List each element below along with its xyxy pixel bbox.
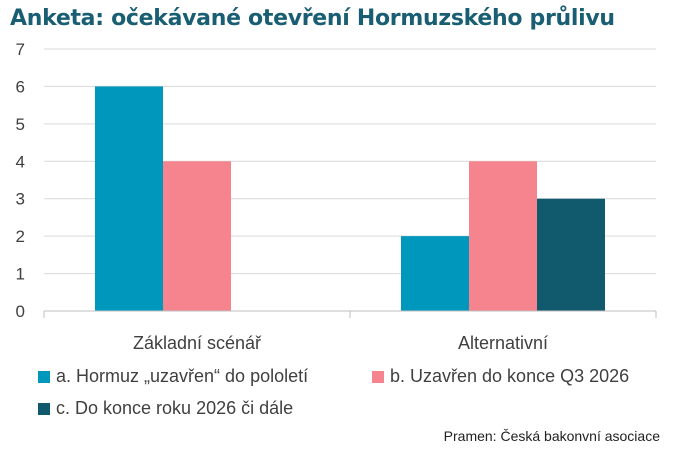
y-tick-label: 7 <box>16 40 25 59</box>
bar-chart: 0 1 2 3 4 5 6 7 Základní scénář Alternativní <box>16 40 657 353</box>
category-label: Alternativní <box>458 333 548 353</box>
bars <box>95 86 605 311</box>
chart-title: Anketa: očekávané otevření Hormuzského p… <box>10 6 615 31</box>
y-axis-ticks: 0 1 2 3 4 5 6 7 <box>16 40 25 321</box>
category-label: Základní scénář <box>133 333 262 353</box>
bar <box>537 198 605 311</box>
y-tick-label: 6 <box>16 77 25 96</box>
legend-item-c: c. Do konce roku 2026 či dále <box>38 398 293 419</box>
y-tick-label: 4 <box>16 152 25 171</box>
category-labels: Základní scénář Alternativní <box>133 333 548 353</box>
y-tick-label: 3 <box>16 190 25 209</box>
x-axis <box>43 310 657 318</box>
bar <box>95 86 163 311</box>
source-note: Pramen: Česká bakonvní asociace <box>443 428 660 444</box>
y-tick-label: 1 <box>16 265 25 284</box>
legend-label-b: b. Uzavřen do konce Q3 2026 <box>390 366 630 386</box>
legend-swatch-c <box>38 402 50 415</box>
y-tick-label: 0 <box>16 302 25 321</box>
bar <box>401 236 469 311</box>
y-tick-label: 5 <box>16 115 25 134</box>
bar <box>163 161 231 311</box>
legend-label-c: c. Do konce roku 2026 či dále <box>56 398 294 418</box>
legend-item-b: b. Uzavřen do konce Q3 2026 <box>372 366 629 387</box>
bar <box>469 161 537 311</box>
legend-item-a: a. Hormuz „uzavřen“ do pololetí <box>38 366 308 387</box>
legend-label-a: a. Hormuz „uzavřen“ do pololetí <box>56 366 309 386</box>
legend-swatch-b <box>372 370 384 383</box>
legend-swatch-a <box>38 370 50 383</box>
y-tick-label: 2 <box>16 227 25 246</box>
